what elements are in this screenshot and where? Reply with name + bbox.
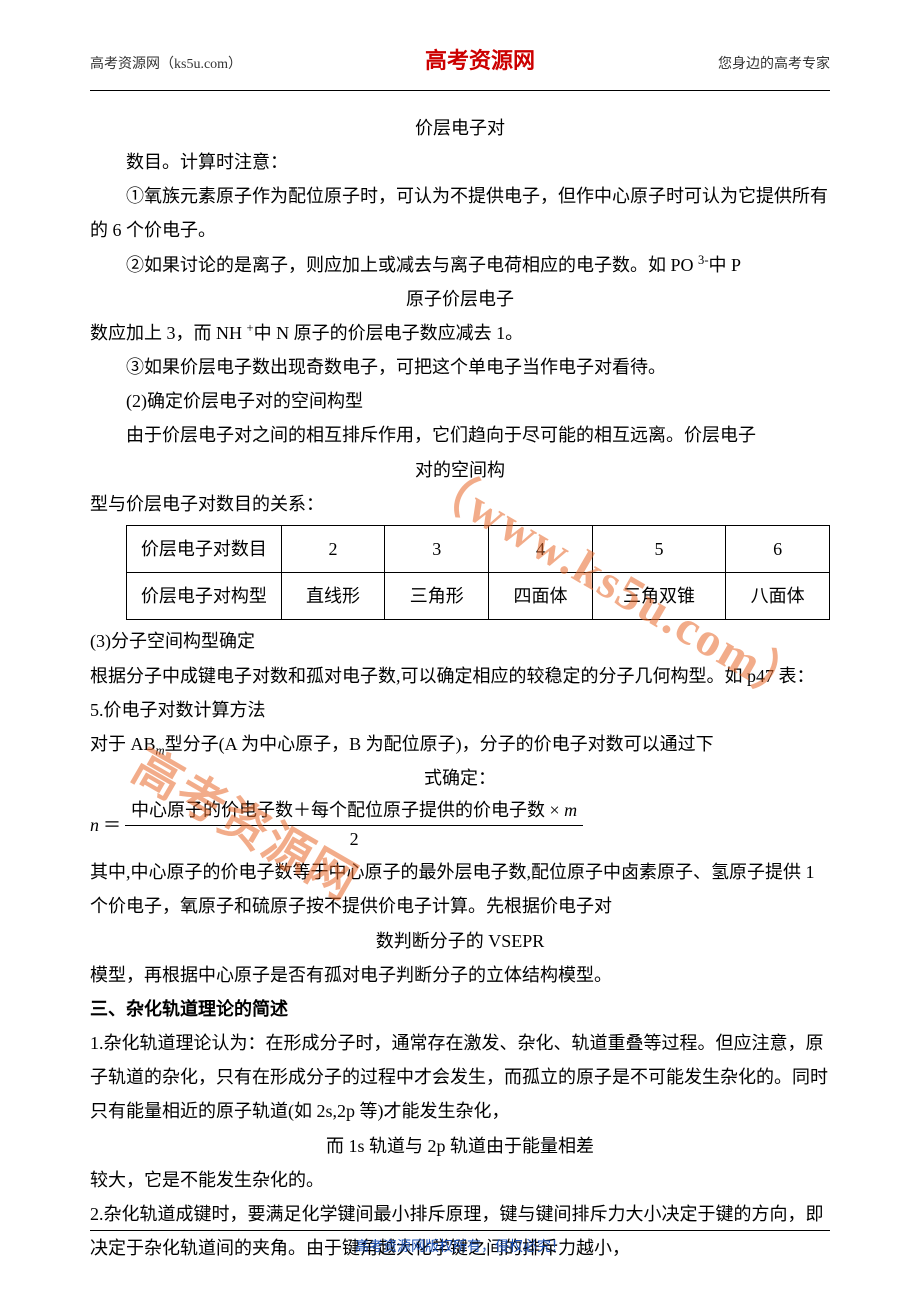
formula-denominator: 2 [350,826,359,851]
heading-3: 三、杂化轨道理论的简述 [90,992,830,1026]
center-title-6: 而 1s 轨道与 2p 轨道由于能量相差 [90,1129,830,1163]
header-right: 您身边的高考专家 [718,52,830,79]
cell: 4 [489,526,593,573]
center-title-3: 对的空间构 [90,453,830,487]
table-row: 价层电子对数目 2 3 4 5 6 [127,526,830,573]
para-3-b: 中 P [709,255,742,275]
para-8: 型与价层电子对数目的关系： [90,487,830,521]
para-6: (2)确定价层电子对的空间构型 [90,384,830,418]
center-title-5: 数判断分子的 VSEPR [90,924,830,958]
formula: n ＝ 中心原子的价电子数＋每个配位原子提供的价电子数 × m 2 [90,799,830,851]
center-title-1: 价层电子对 [90,111,830,145]
para-3: ②如果讨论的是离子，则应加上或减去与离子电荷相应的电子数。如 PO 3-中 P [90,248,830,282]
para-4-sup: + [247,321,254,335]
cell: 6 [726,526,830,573]
cell: 三角形 [385,573,489,620]
table-row: 价层电子对构型 直线形 三角形 四面体 三角双锥 八面体 [127,573,830,620]
row1-label: 价层电子对数目 [127,526,282,573]
header-center: 高考资源网 [425,40,535,82]
formula-num-m: m [564,800,577,820]
formula-var: n [90,808,99,842]
para-3-a: ②如果讨论的是离子，则应加上或减去与离子电荷相应的电子数。如 PO [126,255,698,275]
cell: 3 [385,526,489,573]
page-header: 高考资源网（ks5u.com） 高考资源网 您身边的高考专家 [90,0,830,91]
para-13: 其中,中心原子的价电子数等于中心原子的最外层电子数,配位原子中卤素原子、氢原子提… [90,855,830,923]
para-12-b: 型分子(A 为中心原子，B 为配位原子)，分子的价电子对数可以通过下 [165,734,714,754]
para-14: 模型，再根据中心原子是否有孤对电子判断分子的立体结构模型。 [90,958,830,992]
cell: 2 [281,526,385,573]
center-title-4: 式确定： [90,761,830,795]
cell: 三角双锥 [592,573,725,620]
formula-fraction: 中心原子的价电子数＋每个配位原子提供的价电子数 × m 2 [125,799,583,851]
formula-num-a: 中心原子的价电子数＋每个配位原子提供的价电子数 × [131,800,564,820]
para-4: 数应加上 3，而 NH +中 N 原子的价层电子数应减去 1。 [90,316,830,350]
para-2: ①氧族元素原子作为配位原子时，可认为不提供电子，但作中心原子时可认为它提供所有的… [90,179,830,247]
cell: 5 [592,526,725,573]
cell: 直线形 [281,573,385,620]
para-3-sup: 3- [698,253,709,267]
para-16: 较大，它是不能发生杂化的。 [90,1163,830,1197]
para-1: 数目。计算时注意： [90,145,830,179]
formula-numerator: 中心原子的价电子数＋每个配位原子提供的价电子数 × m [125,799,583,825]
para-4-a: 数应加上 3，而 NH [90,323,247,343]
para-5: ③如果价层电子数出现奇数电子，可把这个单电子当作电子对看待。 [90,350,830,384]
para-12: 对于 ABm型分子(A 为中心原子，B 为配位原子)，分子的价电子对数可以通过下 [90,727,830,761]
header-left: 高考资源网（ks5u.com） [90,52,242,79]
para-10: 根据分子中成键电子对数和孤对电子数,可以确定相应的较稳定的分子几何构型。如 p4… [90,659,830,693]
para-7: 由于价层电子对之间的相互排斥作用，它们趋向于尽可能的相互远离。价层电子 [90,418,830,452]
vsepr-table: 价层电子对数目 2 3 4 5 6 价层电子对构型 直线形 三角形 四面体 三角… [126,525,830,620]
cell: 八面体 [726,573,830,620]
document-content: 价层电子对 数目。计算时注意： ①氧族元素原子作为配位原子时，可认为不提供电子，… [0,111,920,1266]
center-title-2: 原子价层电子 [90,282,830,316]
cell: 四面体 [489,573,593,620]
page-footer: 高考资源网版权所有，侵权必究！ [90,1230,830,1262]
para-4-b: 中 N 原子的价层电子数应减去 1。 [254,323,524,343]
row2-label: 价层电子对构型 [127,573,282,620]
para-12-sub: m [156,744,165,758]
para-15: 1.杂化轨道理论认为：在形成分子时，通常存在激发、杂化、轨道重叠等过程。但应注意… [90,1026,830,1129]
vsepr-table-wrap: 价层电子对数目 2 3 4 5 6 价层电子对构型 直线形 三角形 四面体 三角… [90,525,830,620]
formula-eq: ＝ [103,808,121,842]
para-12-a: 对于 AB [90,734,156,754]
para-9: (3)分子空间构型确定 [90,624,830,658]
para-11: 5.价电子对数计算方法 [90,693,830,727]
